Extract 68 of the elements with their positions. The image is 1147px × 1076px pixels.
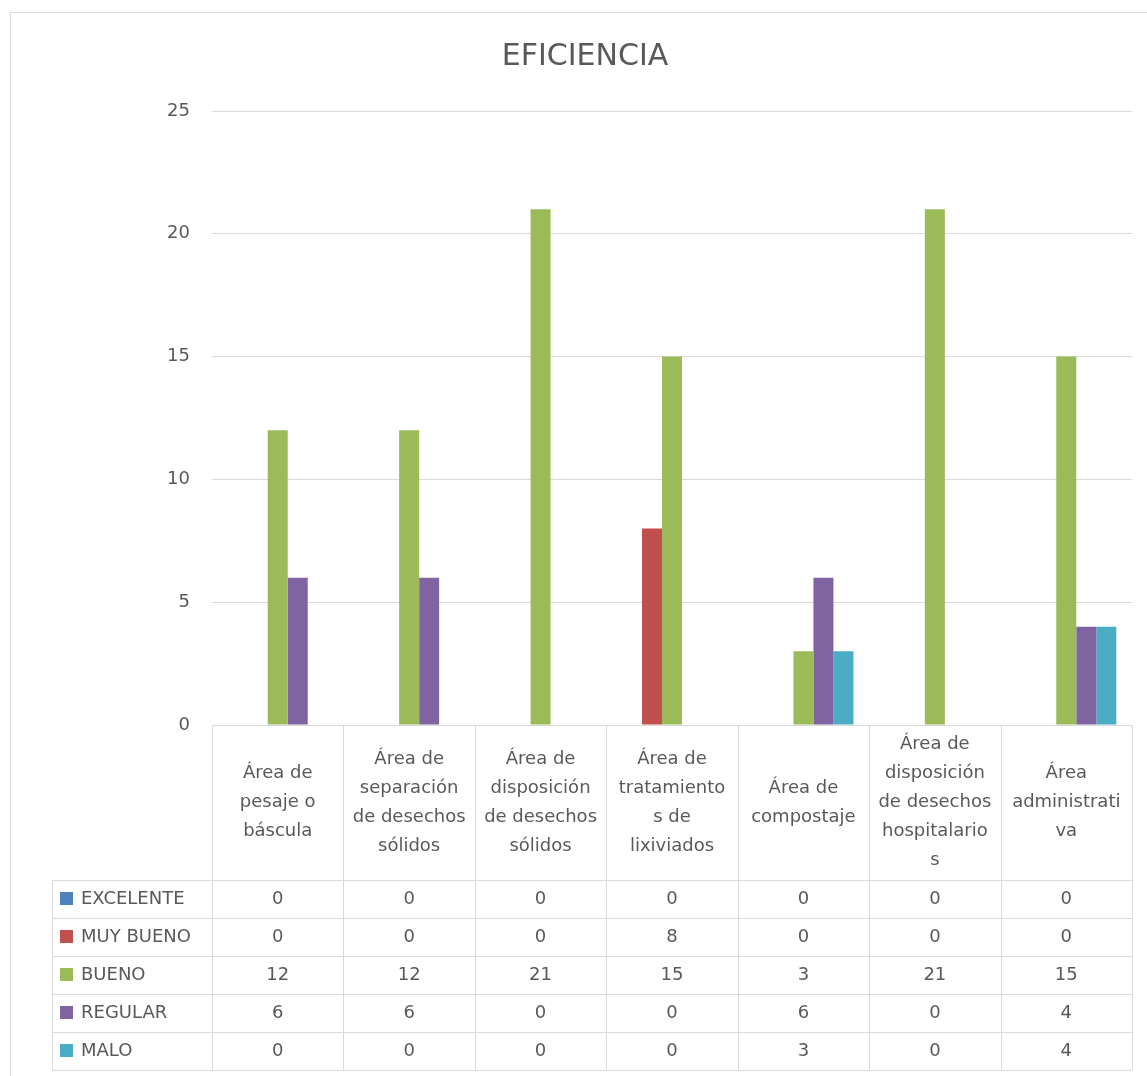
chart-title: EFICIENCIA <box>501 36 669 72</box>
data-label: 15 <box>1054 962 1078 984</box>
data-label: 4 <box>1060 1038 1073 1060</box>
data-label: 0 <box>929 1038 941 1060</box>
y-tick-label: 15 <box>167 344 190 366</box>
data-label: 0 <box>1060 924 1073 946</box>
data-label: 15 <box>660 962 684 984</box>
y-tick-label: 10 <box>167 467 190 489</box>
data-label: 0 <box>534 1038 547 1060</box>
data-label: 21 <box>923 962 947 984</box>
y-tick-label: 5 <box>178 589 190 611</box>
data-label: 12 <box>266 962 290 984</box>
legend-label: MALO <box>81 1038 133 1060</box>
x-tick-label: Área de compostaje <box>751 775 856 826</box>
legend-label: MUY BUENO <box>81 924 191 946</box>
data-label: 0 <box>403 886 415 908</box>
bar <box>399 430 420 725</box>
bar <box>287 577 308 725</box>
data-label: 0 <box>929 886 941 908</box>
data-label: 8 <box>666 924 678 946</box>
data-label: 0 <box>534 924 547 946</box>
x-tick-label: Área de disposición de desechos hospitalarios <box>878 732 992 870</box>
data-label: 6 <box>271 1000 284 1022</box>
bar <box>1056 356 1077 725</box>
data-label: 0 <box>929 924 941 946</box>
bar <box>662 356 682 725</box>
x-tick-label: Área de pesaje o báscula <box>239 761 316 841</box>
bar <box>813 577 834 725</box>
legend-label: REGULAR <box>81 1000 168 1022</box>
legend-label: BUENO <box>81 962 146 984</box>
y-tick-label: 25 <box>167 98 190 120</box>
data-label: 0 <box>271 886 284 908</box>
bar <box>1076 626 1097 725</box>
data-label: 0 <box>403 924 415 946</box>
x-tick-label: Área de separación de desechos sólidos <box>352 746 466 855</box>
bar <box>1096 626 1117 725</box>
bar <box>530 209 551 725</box>
data-label: 6 <box>403 1000 415 1022</box>
data-label: 0 <box>271 924 284 946</box>
data-label: 0 <box>403 1038 415 1060</box>
bar <box>924 209 945 725</box>
data-label: 3 <box>797 1038 810 1060</box>
data-label: 0 <box>666 886 678 908</box>
bar <box>419 577 440 725</box>
x-tick-label: Área administrativa <box>1012 761 1121 841</box>
bar <box>267 430 288 725</box>
legend-label: EXCELENTE <box>81 886 185 908</box>
data-label: 0 <box>534 1000 547 1022</box>
data-label: 12 <box>397 962 421 984</box>
data-label: 0 <box>797 924 810 946</box>
bar <box>641 528 662 725</box>
data-label: 6 <box>797 1000 810 1022</box>
data-label: 4 <box>1060 1000 1073 1022</box>
data-label: 0 <box>666 1000 678 1022</box>
x-tick-label: Área de disposición de desechos sólidos <box>484 746 598 855</box>
data-label: 0 <box>1060 886 1073 908</box>
data-label: 0 <box>271 1038 284 1060</box>
data-label: 21 <box>529 962 553 984</box>
data-label: 0 <box>666 1038 678 1060</box>
data-label: 0 <box>797 886 810 908</box>
bar <box>833 651 854 725</box>
x-tick-label: Área de tratamientos de lixiviados <box>618 746 726 855</box>
y-tick-label: 20 <box>167 221 190 243</box>
y-tick-label: 0 <box>178 712 190 734</box>
bar <box>793 651 814 725</box>
data-label: 0 <box>534 886 547 908</box>
data-label: 0 <box>929 1000 941 1022</box>
data-label: 3 <box>797 962 810 984</box>
